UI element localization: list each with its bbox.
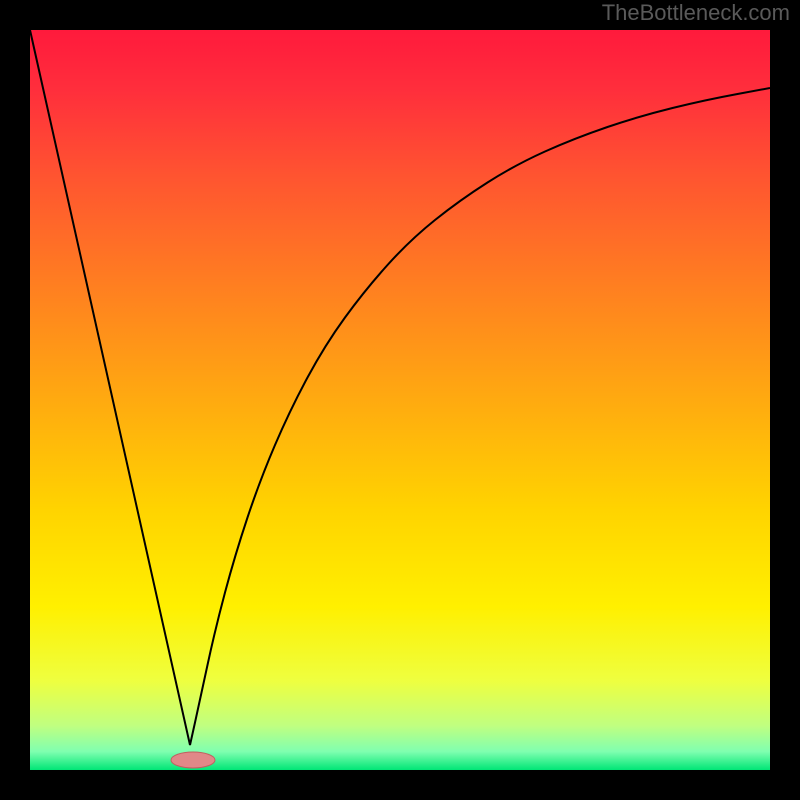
chart-container: TheBottleneck.com [0,0,800,800]
plot-area [30,30,770,770]
bottleneck-curve [30,30,770,745]
curve-layer [30,30,770,770]
minimum-marker [171,752,215,768]
watermark-text: TheBottleneck.com [602,0,790,26]
